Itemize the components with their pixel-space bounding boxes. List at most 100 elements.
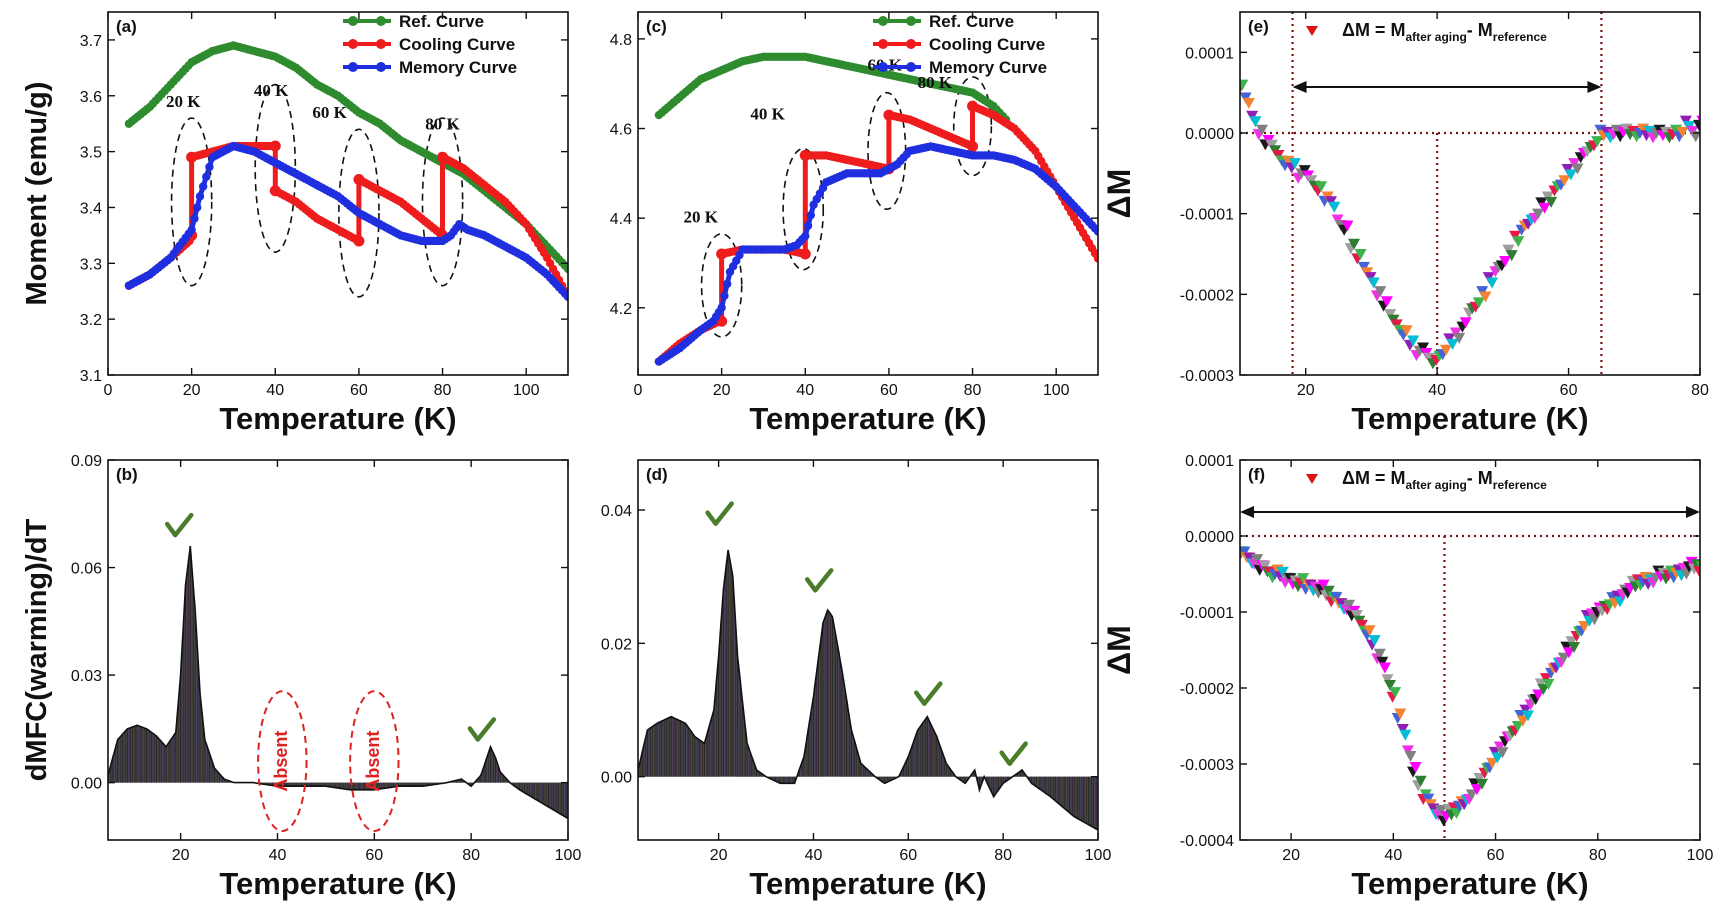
legend-marker-1-b	[376, 39, 386, 49]
data-point	[1249, 116, 1262, 128]
legend-marker-1	[348, 39, 358, 49]
legend-marker-0-b	[906, 16, 916, 26]
data-point	[1389, 687, 1402, 699]
axes-frame	[107, 459, 569, 841]
data-point	[1519, 704, 1532, 716]
y-axis-label: dMFC(warming)/dT	[21, 518, 53, 781]
data-point	[1472, 297, 1485, 309]
data-point	[1512, 236, 1525, 248]
x-axis-label: Temperature (K)	[749, 401, 986, 436]
data-point	[1505, 250, 1518, 262]
data-point	[1676, 126, 1689, 138]
y-tick-label: -0.0002	[1180, 287, 1234, 304]
data-point	[1689, 131, 1700, 143]
legend-text: ΔM = Mafter aging- Mreference	[1342, 468, 1547, 492]
data-point	[1695, 561, 1700, 570]
absent-label: Absent	[271, 731, 291, 792]
x-tick-label: 20	[1282, 847, 1300, 864]
y-tick-label: 0.09	[71, 453, 102, 470]
legend-marker-2-b	[376, 62, 386, 72]
x-tick-label: 80	[462, 847, 480, 864]
range-arrow-left-icon	[1292, 81, 1307, 93]
legend-marker-1-b	[906, 39, 916, 49]
data-point	[198, 182, 208, 191]
legend-subscript: after aging	[1405, 30, 1466, 44]
legend-part: ΔM = M	[1342, 20, 1405, 40]
data-point	[1511, 721, 1524, 732]
y-tick-label: 0.06	[71, 561, 102, 578]
data-point	[1422, 793, 1435, 805]
x-tick-label: 40	[796, 382, 814, 399]
data-point	[1693, 565, 1700, 577]
y-tick-label: 0.0001	[1185, 453, 1234, 470]
data-point	[1491, 752, 1504, 764]
x-tick-label: 20	[713, 382, 731, 399]
temperature-annotation: 60 K	[312, 103, 347, 122]
legend-marker-0	[878, 16, 888, 26]
x-tick-label: 20	[710, 847, 728, 864]
legend-label-0: Ref. Curve	[399, 12, 484, 31]
memory-ellipse	[170, 117, 213, 287]
x-tick-label: 60	[350, 382, 368, 399]
range-arrow-left-icon	[1240, 506, 1254, 518]
data-point	[1376, 656, 1389, 668]
data-point	[1568, 641, 1581, 653]
data-point	[1354, 249, 1367, 260]
cooling-jump-point	[353, 174, 365, 186]
x-axis-label: Temperature (K)	[219, 866, 456, 901]
data-point	[1368, 635, 1381, 647]
plot-area-b	[108, 545, 568, 820]
data-point	[1256, 124, 1269, 136]
y-tick-label: -0.0001	[1180, 605, 1234, 622]
data-point	[803, 221, 813, 230]
data-point	[1399, 729, 1412, 741]
y-tick-label: 0.04	[601, 503, 632, 520]
data-point	[806, 210, 816, 220]
y-tick-label: 3.4	[80, 200, 102, 217]
area-outline	[108, 545, 568, 820]
y-tick-label: 4.2	[610, 301, 632, 318]
data-point	[1396, 724, 1409, 736]
data-point	[1538, 202, 1551, 214]
range-arrow-right-icon	[1686, 506, 1700, 518]
temperature-annotation: 20 K	[166, 92, 201, 111]
cooling-jump-point	[716, 248, 728, 260]
axes-frame	[637, 11, 1099, 376]
x-tick-label: 0	[104, 382, 113, 399]
legend-subscript: after aging	[1405, 478, 1466, 492]
data-point	[801, 231, 810, 241]
axes-frame	[1239, 11, 1701, 376]
data-point	[1465, 789, 1478, 801]
data-point	[1453, 332, 1466, 344]
x-tick-label: 60	[880, 382, 898, 399]
temperature-annotation: 20 K	[683, 208, 718, 227]
y-tick-label: -0.0003	[1180, 368, 1234, 385]
y-tick-label: 3.6	[80, 89, 102, 106]
panel-a: 0 20 40 60 80 100 3.1 3.2 3.3 3.4 3.5 3.6 3.7 Tempera…	[21, 11, 569, 436]
data-point	[195, 192, 205, 201]
data-point	[1355, 619, 1368, 631]
absent-ellipse	[257, 690, 308, 833]
plot-area-c	[654, 52, 1098, 366]
data-point	[1696, 115, 1700, 123]
cooling-jump-point	[186, 151, 198, 163]
x-axis-label: Temperature (K)	[749, 866, 986, 901]
data-point	[1315, 181, 1328, 193]
data-point	[1435, 804, 1448, 816]
cooling-jump-point	[799, 149, 811, 161]
axes-frame	[1239, 459, 1701, 841]
data-point	[1537, 684, 1550, 696]
x-tick-label: 40	[266, 382, 284, 399]
panel-label: (c)	[646, 17, 667, 36]
x-axis-label: Temperature (K)	[1351, 401, 1588, 436]
panel-label: (d)	[646, 465, 668, 484]
data-point	[1400, 325, 1413, 337]
x-tick-label: 100	[555, 847, 582, 864]
panel-label: (a)	[116, 17, 137, 36]
x-tick-label: 40	[1428, 382, 1446, 399]
data-point	[1522, 710, 1535, 722]
data-point	[1539, 673, 1552, 685]
y-axis-label: ΔM	[1101, 169, 1137, 219]
legend-text: ΔM = Mafter aging- Mreference	[1342, 20, 1547, 44]
y-tick-label: 3.5	[80, 145, 102, 162]
